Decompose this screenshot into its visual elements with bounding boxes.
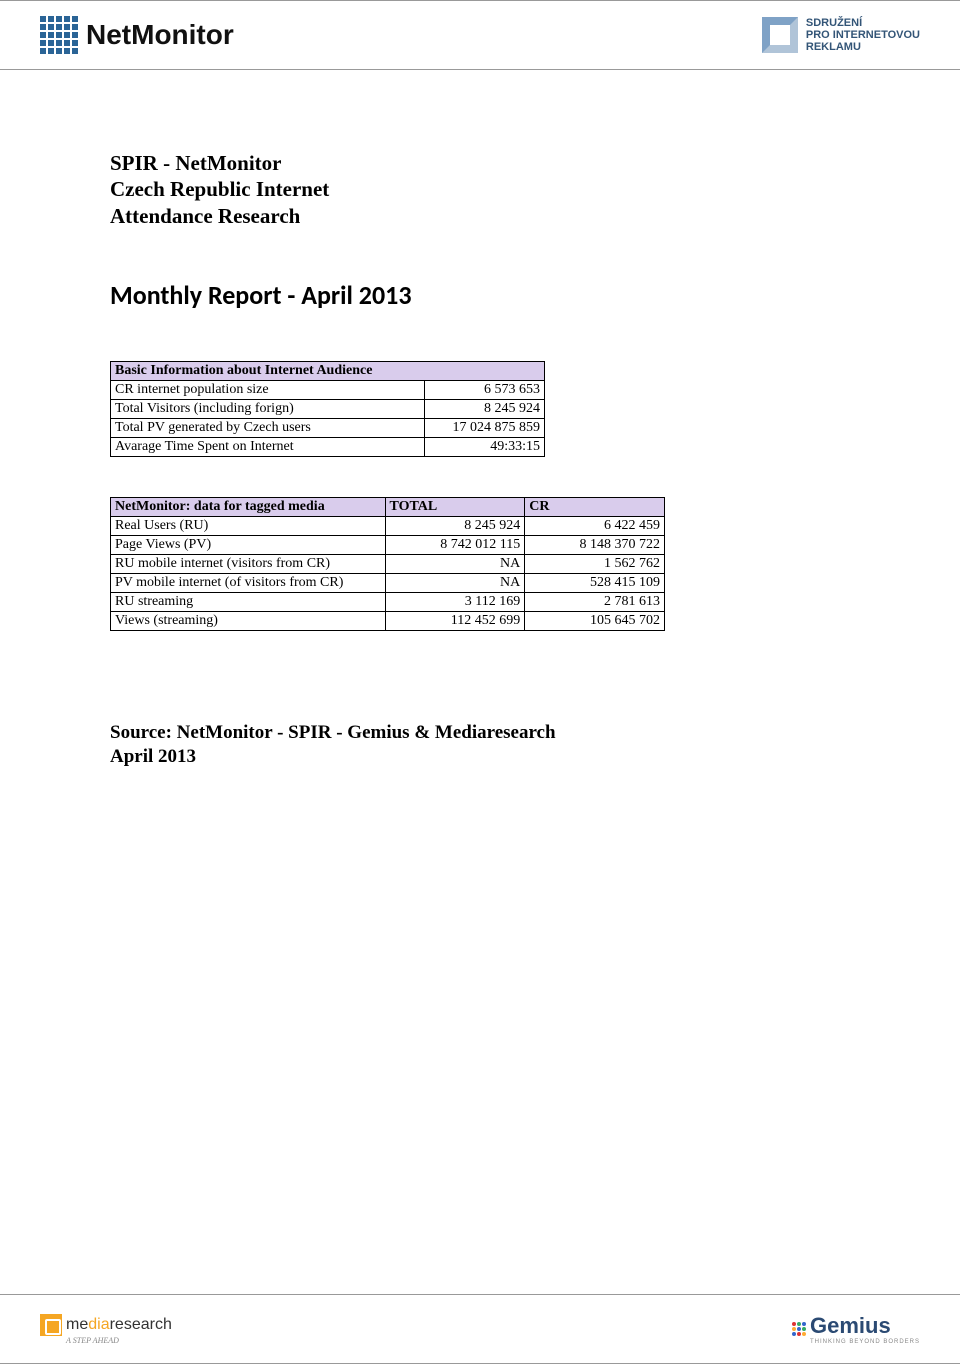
source-line1: Source: NetMonitor - SPIR - Gemius & Med…	[110, 721, 850, 745]
table-row: Real Users (RU)8 245 9246 422 459	[111, 516, 665, 535]
spir-line3: REKLAMU	[806, 41, 920, 53]
t1-label: Avarage Time Spent on Internet	[111, 437, 425, 456]
t2-cr: 1 562 762	[525, 554, 665, 573]
page-footer: mediaresearch A STEP AHEAD Gemius THINKI…	[0, 1294, 960, 1364]
table1-header: Basic Information about Internet Audienc…	[111, 361, 545, 380]
tagged-media-table: NetMonitor: data for tagged media TOTAL …	[110, 497, 665, 631]
report-heading: Monthly Report - April 2013	[110, 279, 850, 311]
t1-value: 6 573 653	[425, 380, 545, 399]
gemius-tagline: THINKING BEYOND BORDERS	[810, 1339, 920, 1345]
table-row: CR internet population size6 573 653	[111, 380, 545, 399]
t2-total: NA	[385, 573, 525, 592]
t2-total: NA	[385, 554, 525, 573]
t2-cr: 8 148 370 722	[525, 535, 665, 554]
page-header: NetMonitor SDRUŽENÍ PRO INTERNETOVOU REK…	[0, 0, 960, 70]
t1-label: Total Visitors (including forign)	[111, 399, 425, 418]
spir-line2: PRO INTERNETOVOU	[806, 29, 920, 41]
table-row: Avarage Time Spent on Internet49:33:15	[111, 437, 545, 456]
t2-total: 8 742 012 115	[385, 535, 525, 554]
table-row: RU streaming3 112 1692 781 613	[111, 592, 665, 611]
table-row: Total PV generated by Czech users17 024 …	[111, 418, 545, 437]
gemius-text-block: Gemius THINKING BEYOND BORDERS	[810, 1313, 920, 1345]
spir-line1: SDRUŽENÍ	[806, 17, 920, 29]
mediaresearch-logo-icon	[40, 1314, 62, 1336]
table-row: Total Visitors (including forign)8 245 9…	[111, 399, 545, 418]
document-title: SPIR - NetMonitor Czech Republic Interne…	[110, 150, 850, 229]
table2-header-row: NetMonitor: data for tagged media TOTAL …	[111, 497, 665, 516]
t2-cr: 6 422 459	[525, 516, 665, 535]
basic-info-table: Basic Information about Internet Audienc…	[110, 361, 545, 457]
mediaresearch-logo-text: mediaresearch	[66, 1316, 172, 1334]
source-line2: April 2013	[110, 745, 850, 769]
table-row: PV mobile internet (of visitors from CR)…	[111, 573, 665, 592]
t2-h1: NetMonitor: data for tagged media	[111, 497, 386, 516]
t2-h2: TOTAL	[385, 497, 525, 516]
t2-h3: CR	[525, 497, 665, 516]
m-mid: dia	[88, 1316, 109, 1333]
netmonitor-logo: NetMonitor	[40, 16, 234, 54]
m-post: research	[110, 1316, 172, 1333]
t2-cr: 2 781 613	[525, 592, 665, 611]
netmonitor-logo-text: NetMonitor	[86, 19, 234, 51]
t1-label: CR internet population size	[111, 380, 425, 399]
t1-label: Total PV generated by Czech users	[111, 418, 425, 437]
t1-value: 17 024 875 859	[425, 418, 545, 437]
title-line1: SPIR - NetMonitor	[110, 150, 850, 176]
t2-total: 3 112 169	[385, 592, 525, 611]
gemius-logo-text: Gemius	[810, 1313, 920, 1339]
spir-logo-text: SDRUŽENÍ PRO INTERNETOVOU REKLAMU	[806, 17, 920, 53]
source-block: Source: NetMonitor - SPIR - Gemius & Med…	[110, 721, 850, 769]
t2-label: Views (streaming)	[111, 611, 386, 630]
t2-label: RU streaming	[111, 592, 386, 611]
m-pre: me	[66, 1316, 88, 1333]
table-row: Views (streaming)112 452 699105 645 702	[111, 611, 665, 630]
mediaresearch-logo: mediaresearch A STEP AHEAD	[40, 1314, 172, 1345]
page-content: SPIR - NetMonitor Czech Republic Interne…	[0, 70, 960, 768]
gemius-logo-icon	[792, 1322, 806, 1336]
t2-total: 112 452 699	[385, 611, 525, 630]
spir-logo-icon	[762, 17, 798, 53]
t1-value: 8 245 924	[425, 399, 545, 418]
t1-value: 49:33:15	[425, 437, 545, 456]
gemius-logo: Gemius THINKING BEYOND BORDERS	[792, 1313, 920, 1345]
table-row: RU mobile internet (visitors from CR)NA1…	[111, 554, 665, 573]
mediaresearch-tagline: A STEP AHEAD	[66, 1336, 119, 1345]
title-line3: Attendance Research	[110, 203, 850, 229]
netmonitor-logo-icon	[40, 16, 78, 54]
t2-total: 8 245 924	[385, 516, 525, 535]
title-line2: Czech Republic Internet	[110, 176, 850, 202]
t2-cr: 105 645 702	[525, 611, 665, 630]
t2-label: PV mobile internet (of visitors from CR)	[111, 573, 386, 592]
table-row: Page Views (PV)8 742 012 1158 148 370 72…	[111, 535, 665, 554]
t2-cr: 528 415 109	[525, 573, 665, 592]
t2-label: Page Views (PV)	[111, 535, 386, 554]
spir-logo: SDRUŽENÍ PRO INTERNETOVOU REKLAMU	[762, 17, 920, 53]
t2-label: RU mobile internet (visitors from CR)	[111, 554, 386, 573]
t2-label: Real Users (RU)	[111, 516, 386, 535]
